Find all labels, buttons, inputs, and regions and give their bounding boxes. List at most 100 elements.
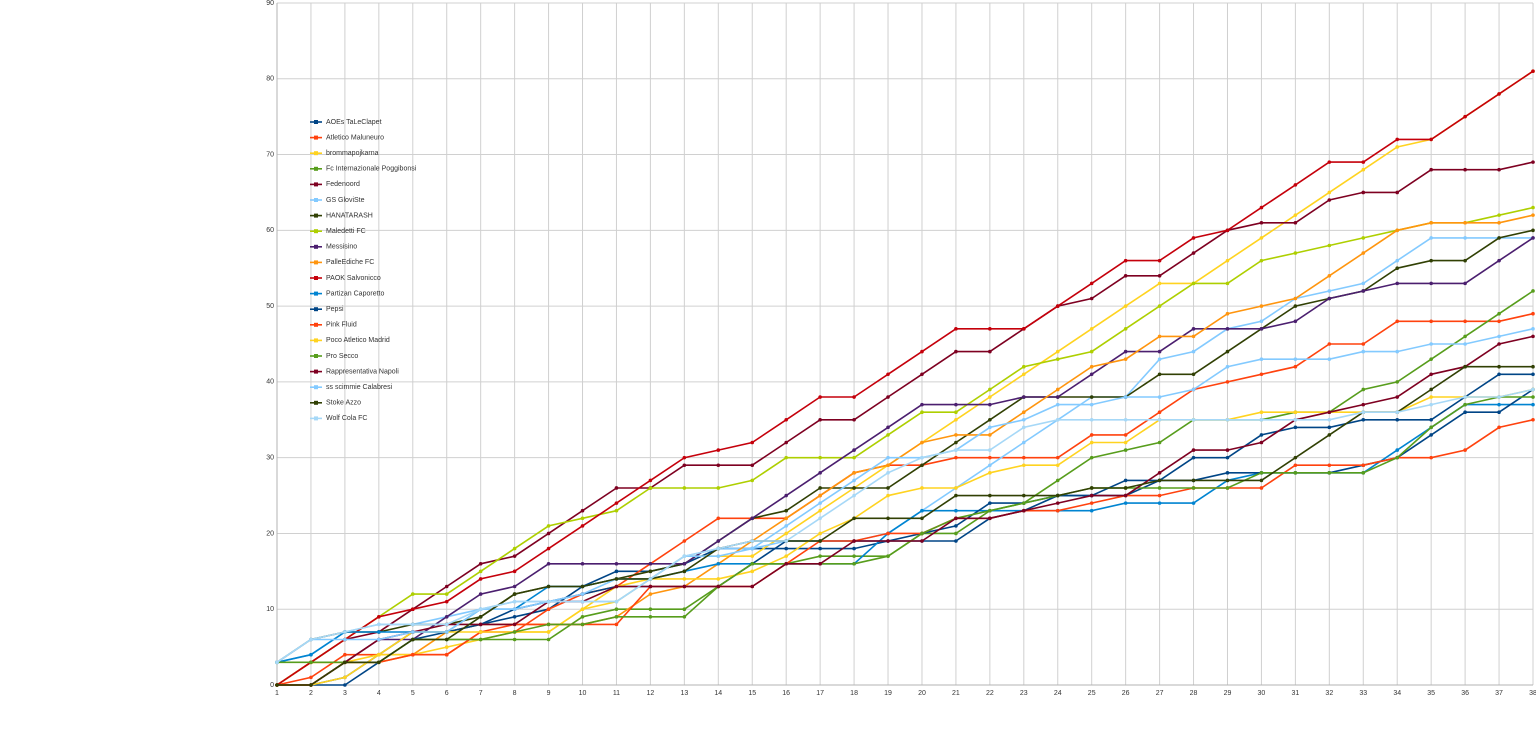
x-tick-label: 4 — [377, 690, 381, 697]
data-point — [784, 546, 788, 551]
x-tick-label: 15 — [748, 690, 756, 697]
data-point — [1327, 357, 1332, 361]
series-line — [277, 419, 1534, 686]
data-point — [818, 546, 822, 551]
data-point — [1157, 471, 1162, 475]
data-point — [580, 584, 585, 589]
data-point — [512, 637, 517, 642]
legend-item: PalleEdiche FC — [310, 259, 374, 266]
data-point — [1429, 402, 1433, 407]
data-point — [1463, 395, 1467, 399]
data-point — [1157, 304, 1162, 308]
data-point — [343, 675, 347, 680]
data-point — [1293, 213, 1298, 217]
data-point — [784, 561, 788, 566]
x-tick-label: 7 — [479, 690, 483, 697]
series-line — [276, 312, 1534, 686]
data-point — [1531, 327, 1535, 331]
x-tick-label: 18 — [850, 690, 858, 697]
data-point — [784, 539, 788, 543]
data-point — [988, 425, 992, 430]
series-line — [276, 70, 1534, 686]
data-point — [1157, 440, 1162, 445]
data-point — [1497, 220, 1501, 225]
data-point — [1055, 501, 1060, 505]
data-point — [478, 569, 483, 574]
data-point — [1497, 402, 1501, 407]
data-point — [1395, 448, 1400, 452]
x-tick-label: 35 — [1427, 690, 1435, 697]
data-point — [512, 622, 517, 627]
data-point — [682, 577, 687, 581]
data-point — [1157, 281, 1162, 286]
legend-label: AOEs TaLeClapet — [326, 119, 382, 126]
data-point — [1395, 228, 1400, 233]
data-point — [648, 615, 653, 619]
data-point — [614, 501, 619, 505]
series — [275, 311, 1535, 687]
data-point — [1293, 471, 1298, 475]
data-point — [1531, 372, 1535, 377]
data-point — [1429, 372, 1433, 377]
x-tick-label: 13 — [680, 690, 688, 697]
data-point — [1429, 342, 1433, 346]
series — [275, 334, 1535, 687]
data-point — [920, 486, 924, 490]
data-point — [1327, 342, 1332, 346]
data-point — [1089, 395, 1094, 399]
data-point — [886, 395, 890, 399]
data-point — [988, 455, 992, 460]
data-point — [988, 463, 992, 468]
data-point — [1531, 395, 1535, 399]
data-point — [1022, 493, 1026, 498]
data-point — [954, 440, 958, 445]
x-tick-label: 26 — [1122, 690, 1130, 697]
data-point — [716, 516, 721, 521]
data-point — [1531, 402, 1535, 407]
legend-marker — [314, 213, 318, 218]
data-point — [716, 539, 721, 543]
data-point — [1327, 425, 1332, 430]
data-point — [1531, 364, 1535, 369]
data-point — [818, 508, 822, 513]
data-point — [818, 493, 822, 498]
data-point — [1531, 205, 1535, 210]
legend-marker — [314, 229, 318, 234]
data-point — [886, 539, 890, 543]
legend-marker — [314, 369, 318, 374]
data-point — [750, 569, 755, 574]
data-point — [343, 637, 347, 642]
data-point — [1055, 349, 1060, 354]
legend-item: brommapojkarna — [310, 150, 379, 157]
data-point — [377, 630, 381, 634]
x-tick-label: 37 — [1495, 690, 1503, 697]
data-point — [1157, 274, 1162, 278]
data-point — [512, 615, 517, 619]
data-point — [1463, 281, 1467, 286]
data-point — [1327, 198, 1332, 202]
data-point — [444, 652, 449, 657]
legend-label: Fedenoord — [326, 181, 360, 188]
data-point — [1327, 433, 1332, 437]
data-point — [512, 569, 517, 574]
data-point — [818, 417, 822, 422]
data-point — [716, 448, 721, 452]
data-point — [818, 516, 822, 521]
data-point — [1022, 327, 1026, 331]
data-point — [1327, 417, 1332, 422]
data-point — [1395, 319, 1400, 324]
data-point — [1123, 274, 1128, 278]
data-point — [1089, 493, 1094, 498]
data-point — [716, 584, 721, 589]
data-point — [1225, 455, 1230, 460]
data-point — [546, 524, 551, 528]
series — [275, 228, 1535, 665]
data-point — [648, 592, 653, 596]
data-point — [852, 471, 856, 475]
x-tick-label: 32 — [1325, 690, 1333, 697]
data-point — [580, 592, 585, 596]
data-point — [1395, 417, 1400, 422]
data-point — [886, 433, 890, 437]
data-point — [614, 486, 619, 490]
data-point — [1463, 364, 1467, 369]
